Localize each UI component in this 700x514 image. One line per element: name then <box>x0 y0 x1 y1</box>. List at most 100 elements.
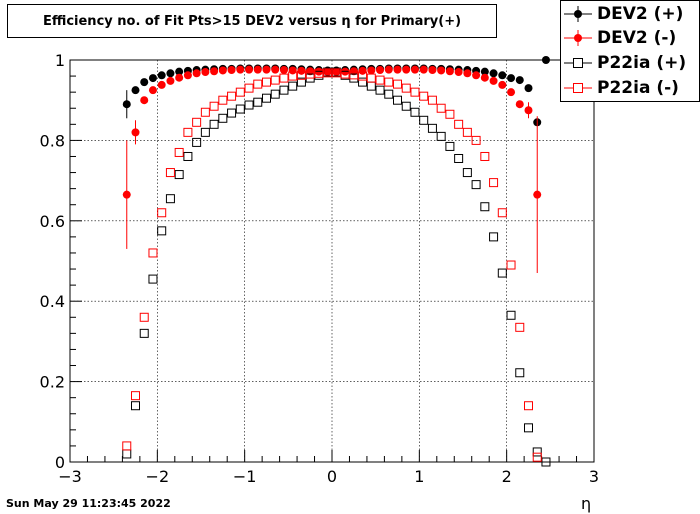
data-point <box>445 141 455 151</box>
data-point <box>410 107 420 117</box>
data-point <box>393 95 402 105</box>
data-point <box>236 65 245 74</box>
x-tick-label: −1 <box>233 467 257 486</box>
data-point <box>445 67 454 76</box>
data-point <box>227 66 236 75</box>
data-point <box>192 137 202 147</box>
data-point <box>393 79 402 89</box>
data-point <box>131 86 140 95</box>
data-point <box>498 71 507 80</box>
data-point <box>296 70 306 80</box>
data-point <box>463 69 472 78</box>
data-point <box>200 127 210 137</box>
data-point <box>393 65 402 74</box>
data-point <box>200 107 210 117</box>
data-point <box>210 67 219 76</box>
data-point <box>515 100 524 109</box>
x-tick-label: −3 <box>58 467 82 486</box>
data-point <box>148 74 157 83</box>
data-point <box>183 71 192 80</box>
x-tick-label: 2 <box>502 467 512 486</box>
legend-marker-open-square-icon <box>564 58 592 68</box>
data-point <box>148 274 158 284</box>
data-point <box>262 65 271 74</box>
data-point <box>471 135 481 145</box>
data-point <box>541 457 551 467</box>
series-0 <box>122 56 550 127</box>
data-point <box>227 91 237 101</box>
x-tick-label: −2 <box>146 467 170 486</box>
data-point <box>122 190 131 199</box>
data-point <box>288 81 298 91</box>
y-tick-label: 0.8 <box>40 131 65 150</box>
data-point <box>279 66 288 75</box>
data-point <box>349 73 359 83</box>
legend-label: P22ia (-) <box>597 78 679 98</box>
chart-title-box: Efficiency no. of Fit Pts>15 DEV2 versus… <box>7 4 497 38</box>
data-point <box>262 77 271 87</box>
data-point <box>296 77 306 87</box>
data-point <box>201 68 210 77</box>
data-point <box>174 170 184 180</box>
data-point <box>401 101 411 111</box>
data-point <box>489 69 498 78</box>
legend-label: DEV2 (-) <box>597 28 677 48</box>
data-point <box>507 88 516 97</box>
data-point <box>384 65 393 74</box>
data-point <box>332 68 341 77</box>
data-point <box>139 312 149 322</box>
data-point <box>436 131 446 141</box>
data-point <box>235 104 245 114</box>
data-point <box>218 113 228 123</box>
data-point <box>366 81 376 91</box>
data-point <box>183 127 193 137</box>
data-point <box>166 76 175 85</box>
data-point <box>497 208 507 218</box>
data-point <box>480 67 489 76</box>
data-point <box>427 95 437 105</box>
data-point <box>471 180 481 190</box>
data-point <box>245 65 254 74</box>
data-point <box>437 66 446 75</box>
data-point <box>157 208 167 218</box>
data-point <box>489 232 499 242</box>
data-point <box>218 66 227 75</box>
legend-entry-dev2-plus: DEV2 (+) <box>561 2 699 26</box>
data-point <box>419 91 429 101</box>
data-point <box>288 66 297 75</box>
data-point <box>410 87 420 97</box>
data-point <box>454 68 463 77</box>
series-1 <box>122 65 542 274</box>
data-point <box>157 226 167 236</box>
data-point <box>454 119 464 129</box>
y-tick-label: 1 <box>55 51 65 70</box>
data-point <box>131 128 140 137</box>
data-point <box>148 248 158 258</box>
data-point <box>454 153 464 163</box>
data-point <box>218 95 228 105</box>
data-point <box>306 67 315 76</box>
data-point <box>497 268 507 278</box>
data-point <box>244 83 254 93</box>
data-point <box>323 68 332 77</box>
data-point <box>524 84 533 93</box>
data-point <box>436 103 446 113</box>
data-point <box>166 69 175 78</box>
x-axis-title: η <box>581 494 592 513</box>
data-point <box>419 65 428 74</box>
data-point <box>532 452 542 462</box>
data-point <box>507 74 516 83</box>
data-point <box>270 75 280 85</box>
data-point <box>489 76 498 85</box>
data-point <box>183 151 193 161</box>
data-point <box>253 97 263 107</box>
data-point <box>376 66 385 75</box>
timestamp: Sun May 29 11:23:45 2022 <box>6 497 171 510</box>
data-point <box>445 109 455 119</box>
data-point <box>366 73 376 83</box>
data-point <box>140 78 149 87</box>
data-point <box>192 117 202 127</box>
x-tick-label: 3 <box>589 467 599 486</box>
chart-title: Efficiency no. of Fit Pts>15 DEV2 versus… <box>42 13 462 29</box>
